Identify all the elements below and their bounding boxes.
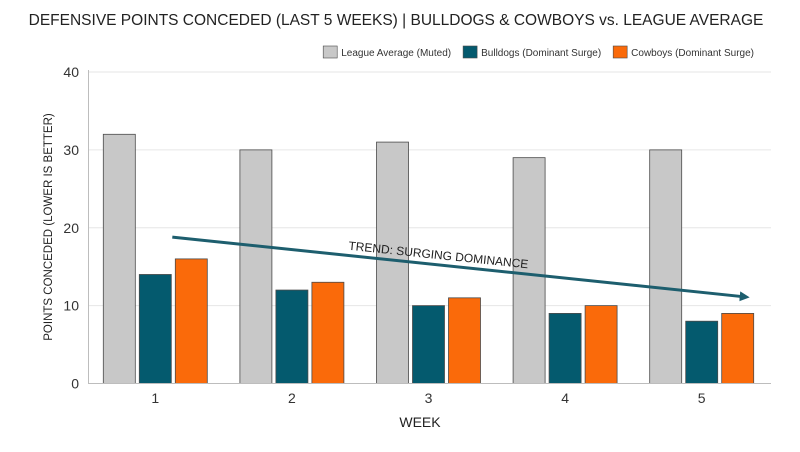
bar-cowboys	[311, 281, 345, 384]
chart-title: DEFENSIVE POINTS CONCEDED (LAST 5 WEEKS)…	[29, 12, 764, 29]
bar-league-average	[649, 149, 683, 384]
legend-item: League Average (Muted)	[322, 45, 451, 59]
x-tick-label: 5	[698, 390, 706, 406]
trend-label: TREND: SURGING DOMINANCE	[348, 239, 529, 272]
bar-league-average	[512, 157, 546, 384]
y-tick-label: 20	[63, 220, 79, 236]
bar-bulldogs	[685, 320, 719, 384]
y-axis-ticks: 0 10 20 30 40	[63, 64, 79, 392]
y-tick-label: 40	[63, 64, 79, 80]
legend-item: Cowboys (Dominant Surge)	[612, 45, 754, 59]
legend-swatch	[612, 45, 628, 59]
y-axis-label: POINTS CONCEDED (LOWER IS BETTER)	[43, 113, 55, 341]
bars	[102, 133, 755, 384]
legend-swatch	[322, 45, 338, 59]
y-tick-label: 10	[63, 298, 79, 314]
x-tick-label: 1	[151, 390, 159, 406]
legend-label: Cowboys (Dominant Surge)	[631, 48, 754, 59]
bar-bulldogs	[138, 274, 172, 384]
bar-bulldogs	[275, 289, 309, 384]
x-axis-ticks: 1 2 3 4 5	[151, 390, 705, 406]
legend-item: Bulldogs (Dominant Surge)	[462, 45, 601, 59]
legend-swatch	[462, 45, 478, 59]
bar-league-average	[239, 149, 273, 384]
x-tick-label: 3	[425, 390, 433, 406]
bar-league-average	[102, 133, 136, 384]
x-tick-label: 2	[288, 390, 296, 406]
bar-cowboys	[448, 297, 481, 384]
bar-cowboys	[721, 313, 755, 384]
x-axis-label: WEEK	[399, 414, 441, 430]
bar-cowboys	[584, 305, 618, 384]
legend-label: League Average (Muted)	[341, 48, 451, 59]
bar-bulldogs	[412, 305, 445, 384]
legend-label: Bulldogs (Dominant Surge)	[481, 48, 601, 59]
bar-bulldogs	[548, 313, 582, 384]
y-tick-label: 30	[63, 142, 79, 158]
bar-league-average	[376, 141, 409, 384]
y-tick-label: 0	[71, 376, 79, 392]
bar-cowboys	[174, 258, 208, 384]
trend-arrow	[172, 235, 750, 302]
x-tick-label: 4	[561, 390, 569, 406]
legend: League Average (Muted) Bulldogs (Dominant…	[322, 45, 754, 59]
